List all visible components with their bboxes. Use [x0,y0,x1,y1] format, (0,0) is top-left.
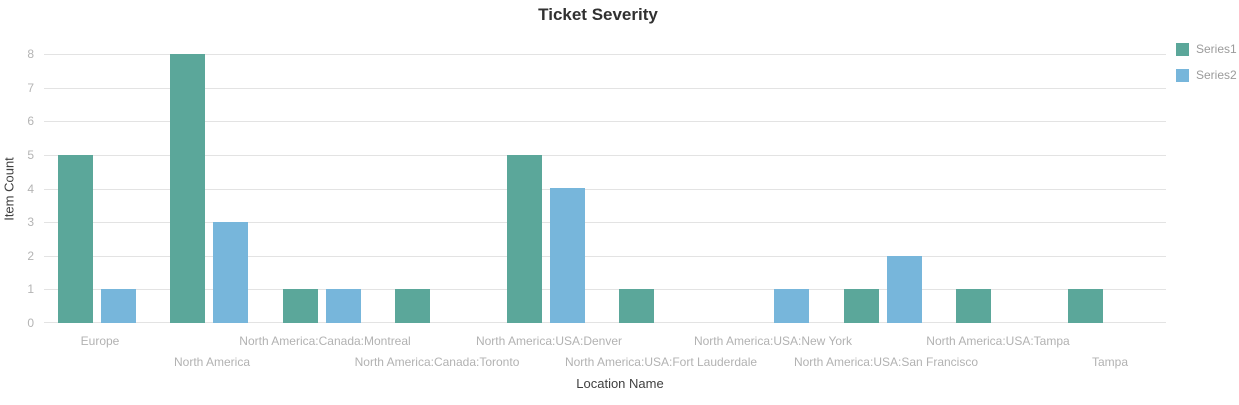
x-tick-label-tampa: Tampa [1091,355,1129,369]
y-tick-label-6: 6 [27,114,34,129]
bar-series1-north-america-canada-montreal[interactable] [283,289,318,323]
y-axis-title: Item Count [1,156,17,221]
bar-series2-north-america-usa-san-francisco[interactable] [887,256,922,323]
gridline-y-1 [44,289,1166,290]
x-tick-label-north-america-usa-fort-lauderdale: North America:USA:Fort Lauderdale [564,355,758,369]
gridline-y-7 [44,88,1166,89]
y-tick-label-4: 4 [27,181,34,196]
y-tick-label-2: 2 [27,248,34,263]
x-axis-title: Location Name [576,376,664,391]
bar-series1-europe[interactable] [58,155,93,323]
y-tick-label-7: 7 [27,80,34,95]
bar-series2-north-america[interactable] [213,222,248,323]
bar-series1-north-america-canada-toronto[interactable] [395,289,430,323]
bar-series1-north-america-usa-san-francisco[interactable] [844,289,879,323]
bar-series1-north-america[interactable] [170,54,205,323]
bar-series2-north-america-usa-denver[interactable] [550,188,585,323]
y-tick-label-1: 1 [27,282,34,297]
bar-series2-north-america-usa-new-york[interactable] [774,289,809,323]
x-tick-label-north-america-canada-montreal: North America:Canada:Montreal [239,334,411,348]
gridline-y-6 [44,121,1166,122]
x-tick-label-north-america-canada-toronto: North America:Canada:Toronto [354,355,520,369]
legend-label-series1: Series1 [1196,42,1237,56]
legend-item-series2[interactable]: Series2 [1176,68,1237,82]
bar-series1-north-america-usa-tampa[interactable] [956,289,991,323]
bar-series1-north-america-usa-denver[interactable] [507,155,542,323]
gridline-y-5 [44,155,1166,156]
chart-title: Ticket Severity [538,5,658,24]
x-tick-label-north-america-usa-tampa: North America:USA:Tampa [926,334,1070,348]
gridline-y-3 [44,222,1166,223]
y-tick-label-5: 5 [27,147,34,162]
gridline-y-2 [44,256,1166,257]
plot-area [44,54,1166,323]
gridline-y-8 [44,54,1166,55]
legend-label-series2: Series2 [1196,68,1237,82]
y-tick-label-3: 3 [27,215,34,230]
y-tick-label-8: 8 [27,47,34,61]
bar-series2-north-america-canada-montreal[interactable] [326,289,361,323]
legend-swatch-series2 [1176,68,1189,82]
bar-series1-north-america-usa-fort-lauderdale[interactable] [619,289,654,323]
x-tick-label-europe: Europe [80,334,120,348]
x-tick-label-north-america-usa-san-francisco: North America:USA:San Francisco [793,355,979,369]
legend-item-series1[interactable]: Series1 [1176,42,1237,56]
gridline-y-0 [44,322,1166,323]
y-tick-label-0: 0 [27,316,34,330]
gridline-y-4 [44,189,1166,190]
x-tick-label-north-america-usa-denver: North America:USA:Denver [475,334,623,348]
x-tick-label-north-america-usa-new-york: North America:USA:New York [693,334,853,348]
bar-series1-tampa[interactable] [1068,289,1103,323]
bar-series2-europe[interactable] [101,289,136,323]
legend-swatch-series1 [1176,42,1189,56]
legend: Series1 Series2 [1176,42,1237,94]
x-tick-label-north-america: North America [173,355,251,369]
